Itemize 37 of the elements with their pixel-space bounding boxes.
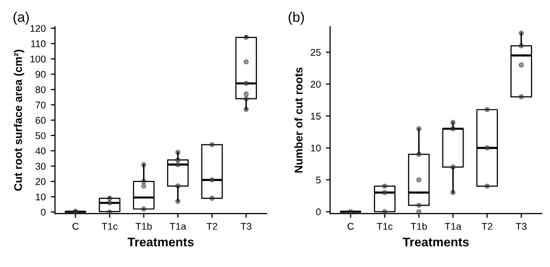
- y-axis-title: Number of cut roots: [294, 68, 303, 172]
- y-tick-label: 40: [35, 148, 46, 154]
- y-tick-label: 5: [316, 176, 321, 184]
- x-axis-title: Treatments: [402, 238, 469, 246]
- y-tick-label: 10: [36, 193, 46, 200]
- chart-title: (b): [288, 12, 304, 25]
- y-axis-title: Cut root surface area (cm²): [14, 50, 24, 191]
- x-tick-label: T1a: [444, 222, 462, 230]
- y-tick-label: 30: [36, 162, 46, 170]
- y-tick-label: 60: [36, 116, 46, 124]
- x-tick-label: T1c: [376, 222, 393, 230]
- y-tick-label: 10: [311, 144, 321, 152]
- y-tick-label: 20: [310, 80, 321, 88]
- y-tick-label: 0: [316, 208, 321, 216]
- x-tick-label: T2: [482, 222, 492, 230]
- x-tick-label: T3: [240, 222, 252, 230]
- y-tick-label: 70: [36, 102, 46, 108]
- y-tick-label: 110: [31, 40, 46, 48]
- x-tick-label: C: [72, 222, 79, 230]
- x-tick-label: C: [348, 222, 354, 230]
- y-tick-label: 25: [310, 48, 321, 56]
- y-tick-label: 15: [311, 112, 321, 120]
- x-tick-label: T1b: [136, 222, 152, 230]
- x-tick-label: T2: [206, 222, 218, 230]
- y-tick-label: 0: [40, 208, 46, 216]
- x-tick-label: T1c: [102, 222, 118, 230]
- y-tick-label: 100: [30, 56, 46, 62]
- x-tick-label: T3: [516, 222, 527, 230]
- x-tick-label: T1a: [170, 222, 186, 230]
- x-tick-label: T1b: [410, 222, 427, 230]
- x-axis-title: Treatments: [128, 238, 194, 246]
- y-tick-label: 20: [36, 178, 46, 186]
- y-tick-label: 50: [36, 132, 46, 140]
- y-tick-label: 80: [36, 86, 46, 94]
- y-tick-label: 120: [30, 24, 46, 32]
- chart-title: (a): [14, 12, 29, 25]
- y-tick-label: 90: [36, 70, 46, 78]
